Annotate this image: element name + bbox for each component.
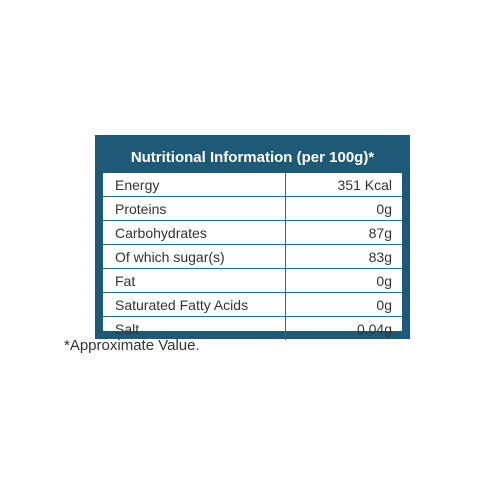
nutrition-table-title: Nutritional Information (per 100g)* xyxy=(103,143,402,173)
row-label-saturated-fatty-acids: Saturated Fatty Acids xyxy=(103,292,286,317)
row-label-fat: Fat xyxy=(103,268,286,293)
row-label-proteins: Proteins xyxy=(103,196,286,221)
table-row-fat: Fat 0g xyxy=(103,268,402,293)
row-value-salt: 0.04g xyxy=(285,316,402,340)
row-value-proteins: 0g xyxy=(285,196,402,221)
row-label-salt: Salt xyxy=(103,316,286,340)
nutrition-table: Nutritional Information (per 100g)* Ener… xyxy=(95,135,410,340)
footnote: *Approximate Value. xyxy=(64,337,200,354)
row-value-energy: 351 Kcal xyxy=(285,173,402,197)
table-row-saturated-fatty-acids: Saturated Fatty Acids 0g xyxy=(103,292,402,317)
row-label-carbohydrates: Carbohydrates xyxy=(103,220,286,245)
row-label-sugars: Of which sugar(s) xyxy=(103,244,286,269)
row-value-sugars: 83g xyxy=(285,244,402,269)
table-row-sugars: Of which sugar(s) 83g xyxy=(103,244,402,269)
row-value-carbohydrates: 87g xyxy=(285,220,402,245)
table-row-energy: Energy 351 Kcal xyxy=(103,173,402,197)
row-value-saturated-fatty-acids: 0g xyxy=(285,292,402,317)
table-row-salt: Salt 0.04g xyxy=(103,316,402,340)
table-row-carbohydrates: Carbohydrates 87g xyxy=(103,220,402,245)
table-row-proteins: Proteins 0g xyxy=(103,196,402,221)
row-label-energy: Energy xyxy=(103,173,286,197)
nutrition-rows: Energy 351 Kcal Proteins 0g Carbohydrate… xyxy=(103,173,402,340)
row-value-fat: 0g xyxy=(285,268,402,293)
